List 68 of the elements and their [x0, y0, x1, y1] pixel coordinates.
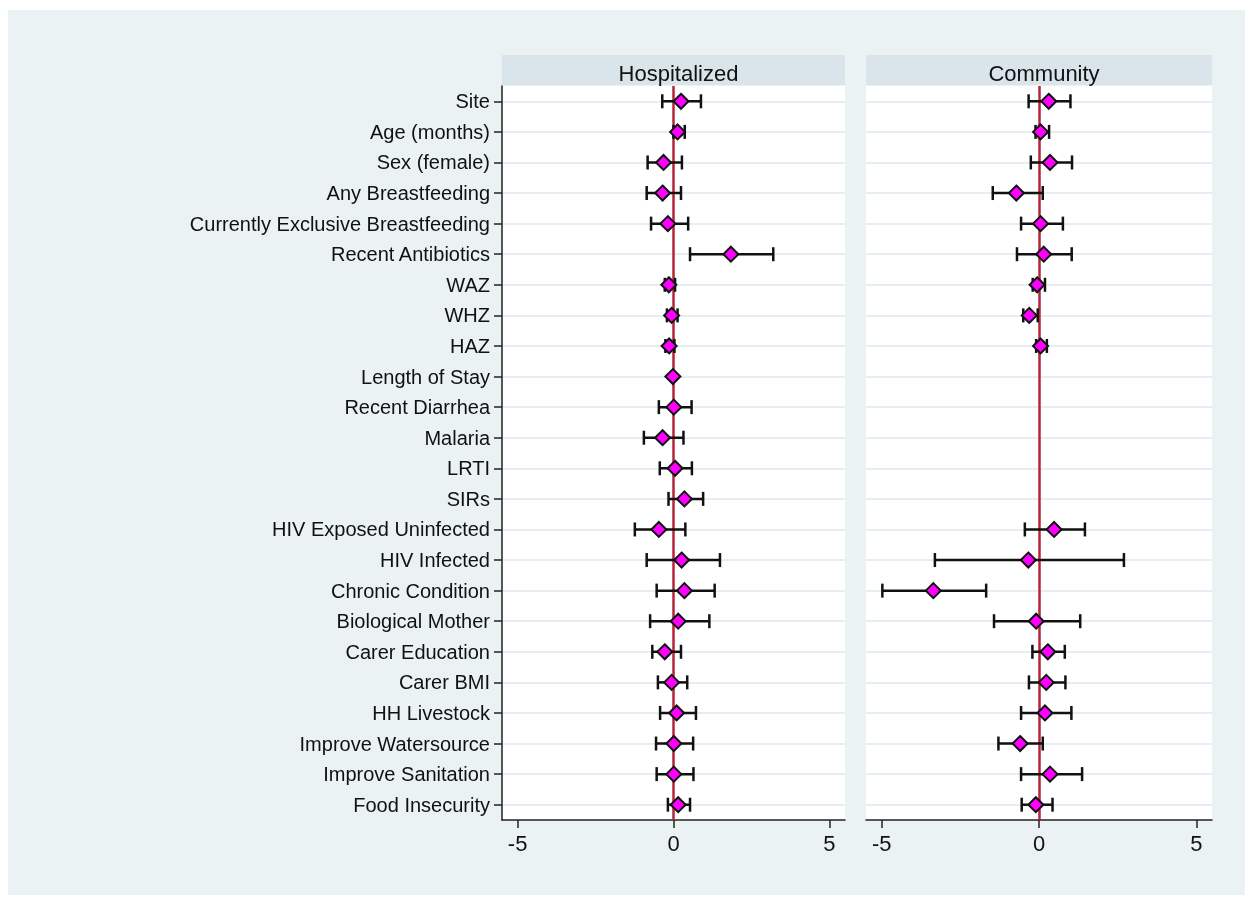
- point: [655, 153, 673, 171]
- point: [1036, 704, 1054, 722]
- point: [1041, 153, 1059, 171]
- point: [675, 582, 693, 600]
- y-tick-label: Chronic Condition: [331, 579, 490, 602]
- point: [654, 429, 672, 447]
- point: [665, 398, 683, 416]
- point: [675, 490, 693, 508]
- point: [665, 735, 683, 753]
- point: [1027, 796, 1045, 814]
- point: [1019, 551, 1037, 569]
- point: [722, 245, 740, 263]
- x-tick-label: 5: [1190, 830, 1203, 856]
- x-tick-label: -5: [871, 830, 892, 856]
- point: [924, 582, 942, 600]
- y-tick-label: HIV Exposed Uninfected: [272, 518, 490, 541]
- y-tick-label: Site: [455, 90, 490, 113]
- x-tick-label: 5: [823, 830, 836, 856]
- y-tick-label: Recent Diarrhea: [344, 396, 491, 419]
- y-tick-label: LRTI: [447, 457, 490, 480]
- y-tick-label: Age (months): [369, 120, 490, 143]
- y-tick-label: SIRs: [446, 487, 490, 510]
- y-tick-label: Any Breastfeeding: [326, 182, 490, 205]
- point: [1011, 735, 1029, 753]
- y-tick-label: WAZ: [446, 273, 490, 296]
- y-tick-label: Carer Education: [345, 640, 490, 663]
- y-tick-label: WHZ: [444, 304, 490, 327]
- y-tick-label: Improve Watersource: [299, 732, 490, 755]
- y-tick-label: Length of Stay: [361, 365, 490, 388]
- y-tick-label: Malaria: [424, 426, 491, 449]
- y-tick-label: Sex (female): [376, 151, 490, 174]
- point: [1007, 184, 1025, 202]
- y-tick-label: HH Livestock: [372, 701, 491, 724]
- point: [669, 796, 687, 814]
- point: [1035, 245, 1053, 263]
- chart-title: Hospitalized: [618, 60, 739, 86]
- y-tick-label: Improve Sanitation: [323, 763, 490, 786]
- chart-title: Community: [988, 60, 1100, 86]
- point: [664, 368, 682, 386]
- point: [1040, 92, 1058, 110]
- point: [656, 643, 674, 661]
- point: [672, 92, 690, 110]
- point: [666, 459, 684, 477]
- point: [673, 551, 691, 569]
- point: [668, 704, 686, 722]
- point: [660, 337, 678, 355]
- point: [1041, 765, 1059, 783]
- point: [1027, 612, 1045, 630]
- y-tick-label: Carer BMI: [398, 671, 490, 694]
- point: [1032, 215, 1050, 233]
- point: [1037, 673, 1055, 691]
- y-tick-label: HIV Infected: [379, 549, 490, 572]
- y-tick-label: Biological Mother: [336, 610, 491, 633]
- point: [659, 215, 677, 233]
- point: [650, 520, 668, 538]
- point: [663, 673, 681, 691]
- y-tick-label: Currently Exclusive Breastfeeding: [189, 212, 490, 235]
- x-tick-label: 0: [1032, 830, 1046, 856]
- y-tick-label: Recent Antibiotics: [331, 243, 490, 266]
- point: [665, 765, 683, 783]
- point: [669, 612, 687, 630]
- y-tick-label: Food Insecurity: [353, 793, 490, 816]
- y-tick-label: HAZ: [450, 334, 490, 357]
- point: [654, 184, 672, 202]
- x-tick-label: -5: [507, 830, 528, 856]
- point: [1039, 643, 1057, 661]
- x-tick-label: 0: [667, 830, 680, 856]
- point: [1045, 520, 1063, 538]
